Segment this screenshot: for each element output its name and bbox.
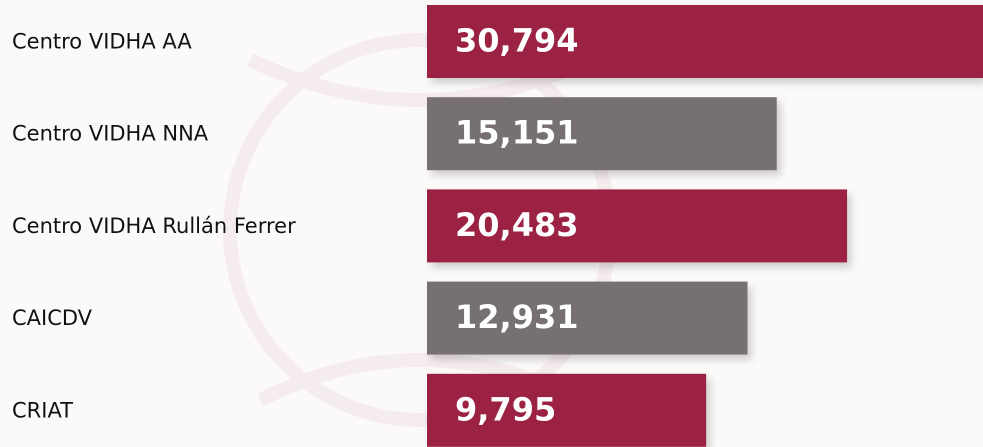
bar xyxy=(427,97,777,171)
bar xyxy=(427,189,848,263)
bar xyxy=(427,281,748,355)
category-label: Centro VIDHA NNA xyxy=(12,122,209,146)
bar xyxy=(427,5,983,78)
category-label: CAICDV xyxy=(12,306,93,330)
value-label: 20,483 xyxy=(455,206,578,244)
category-label: CRIAT xyxy=(12,398,73,422)
bar xyxy=(427,373,707,447)
value-label: 12,931 xyxy=(455,298,578,336)
category-label: Centro VIDHA Rullán Ferrer xyxy=(12,214,296,238)
value-label: 30,794 xyxy=(455,22,578,60)
value-label: 9,795 xyxy=(455,390,556,428)
value-label: 15,151 xyxy=(455,114,578,152)
category-label: Centro VIDHA AA xyxy=(12,30,192,54)
